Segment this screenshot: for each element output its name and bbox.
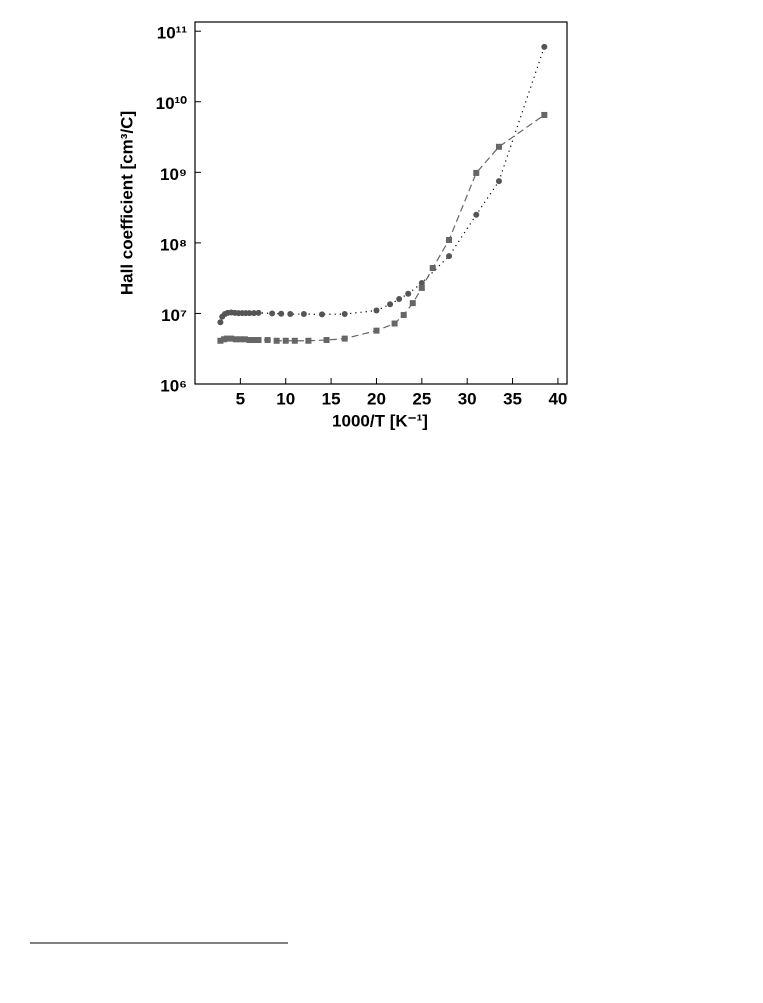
y-tick-label: 10¹⁰ — [156, 94, 188, 113]
data-point — [300, 311, 307, 318]
y-tick-label: 10⁹ — [160, 165, 187, 184]
data-point — [323, 337, 330, 344]
data-point — [341, 335, 348, 342]
data-point — [250, 310, 257, 317]
data-point — [373, 327, 380, 334]
data-point — [255, 309, 262, 316]
data-point — [232, 336, 239, 343]
data-point — [409, 300, 416, 307]
data-point — [223, 335, 230, 342]
data-point — [541, 43, 548, 50]
data-point — [495, 178, 502, 185]
series-line — [220, 114, 545, 342]
x-axis-label: 1000/T [K⁻¹] — [332, 411, 428, 430]
x-tick-label: 20 — [367, 389, 386, 408]
data-point — [273, 337, 280, 344]
y-axis-label: Hall coefficient [cm³/C] — [117, 111, 136, 295]
data-point — [391, 320, 398, 327]
data-point — [287, 311, 294, 318]
series-line — [219, 46, 545, 323]
data-point — [473, 169, 480, 176]
data-point — [400, 312, 407, 319]
x-tick-label: 15 — [322, 389, 341, 408]
data-point — [341, 311, 348, 318]
data-point — [305, 337, 312, 344]
data-point — [282, 337, 289, 344]
data-point — [473, 211, 480, 218]
data-point — [396, 296, 403, 303]
data-point — [246, 310, 253, 317]
x-tick-label: 35 — [503, 389, 522, 408]
data-point — [405, 290, 412, 297]
data-point — [373, 307, 380, 314]
y-tick-label: 10⁶ — [160, 376, 187, 395]
data-point — [228, 335, 235, 342]
x-tick-label: 30 — [458, 389, 477, 408]
data-point — [495, 143, 502, 150]
data-point — [250, 337, 257, 344]
y-tick-label: 10⁷ — [161, 306, 187, 325]
data-point — [319, 311, 326, 318]
data-point — [541, 111, 548, 118]
x-tick-label: 40 — [548, 389, 567, 408]
data-point — [241, 336, 248, 343]
data-point — [237, 336, 244, 343]
x-tick-label: 25 — [412, 389, 431, 408]
data-point — [429, 265, 436, 272]
y-tick-label: 10¹¹ — [157, 24, 188, 43]
plot-frame — [194, 21, 568, 385]
data-point — [269, 310, 276, 317]
data-point — [446, 253, 453, 260]
data-point — [264, 337, 271, 344]
data-point — [446, 236, 453, 243]
data-point — [278, 310, 285, 317]
data-point — [246, 337, 253, 344]
y-tick-label: 10⁸ — [160, 235, 187, 254]
x-tick-label: 10 — [276, 389, 295, 408]
data-point — [291, 337, 298, 344]
data-point — [217, 319, 224, 326]
x-tick-label: 5 — [236, 389, 245, 408]
data-point — [418, 284, 425, 291]
data-point — [255, 337, 262, 344]
data-point — [387, 301, 394, 308]
data-point — [217, 337, 224, 344]
